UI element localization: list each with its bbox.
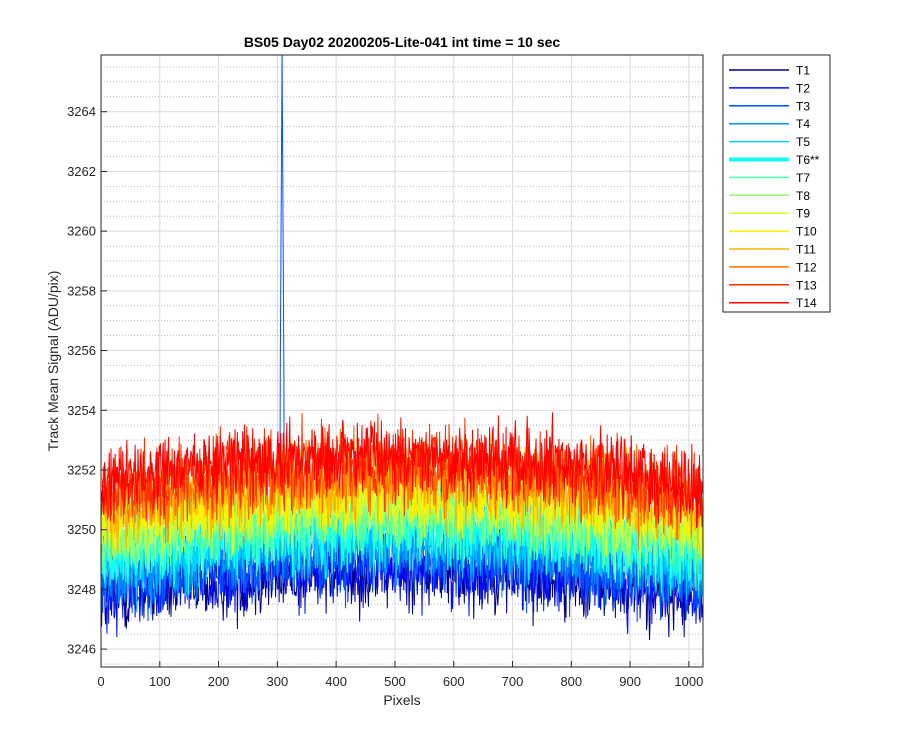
plot-frame (100, 54, 704, 668)
y-tick-label: 3258 (67, 283, 96, 298)
x-tick-label: 300 (267, 674, 289, 689)
y-tick-label: 3252 (67, 462, 96, 477)
x-tick-label: 900 (619, 674, 641, 689)
legend-label: T13 (796, 278, 817, 292)
legend-label: T6** (796, 153, 820, 167)
legend: T1 T2 T3 T4 T5 T6** T7 T8 T9 T10 T11 T12 T13 T14 (722, 54, 831, 313)
legend-label: T11 (796, 243, 816, 257)
y-axis: 3246 3248 3250 3252 3254 3256 3258 3260 3262 3264 (67, 104, 107, 657)
y-tick-label: 3264 (67, 104, 96, 119)
y-tick-label: 3254 (67, 403, 96, 418)
y-axis-title: Track Mean Signal (ADU/pix) (45, 271, 61, 452)
legend-label: T3 (796, 99, 810, 113)
legend-label: T12 (796, 260, 817, 274)
x-tick-label: 1000 (674, 674, 703, 689)
x-axis: 0 100 200 300 400 500 600 700 800 900 1000 (97, 661, 703, 689)
x-tick-label: 700 (502, 674, 524, 689)
legend-label: T5 (796, 135, 810, 149)
y-tick-label: 3262 (67, 164, 96, 179)
legend-label: T7 (796, 171, 810, 185)
y-tick-label: 3248 (67, 582, 96, 597)
series-layer (101, 55, 703, 640)
x-tick-label: 500 (384, 674, 406, 689)
chart-title: BS05 Day02 20200205-Lite-041 int time = … (244, 34, 561, 50)
legend-label: T8 (796, 189, 810, 203)
x-tick-label: 400 (325, 674, 347, 689)
x-tick-label: 200 (208, 674, 230, 689)
y-tick-label: 3246 (67, 642, 96, 657)
legend-label: T9 (796, 207, 810, 221)
y-tick-label: 3256 (67, 343, 96, 358)
y-tick-label: 3250 (67, 522, 96, 537)
x-tick-label: 100 (149, 674, 171, 689)
series-line-T14 (101, 412, 703, 529)
legend-label: T4 (796, 117, 810, 131)
x-tick-label: 600 (443, 674, 465, 689)
legend-label: T14 (796, 296, 817, 310)
x-axis-title: Pixels (383, 692, 420, 708)
legend-box (722, 54, 831, 313)
x-tick-label: 800 (560, 674, 582, 689)
y-tick-label: 3260 (67, 224, 96, 239)
legend-label: T2 (796, 81, 810, 95)
x-tick-label: 0 (97, 674, 104, 689)
legend-label: T1 (796, 64, 810, 78)
legend-label: T10 (796, 225, 817, 239)
